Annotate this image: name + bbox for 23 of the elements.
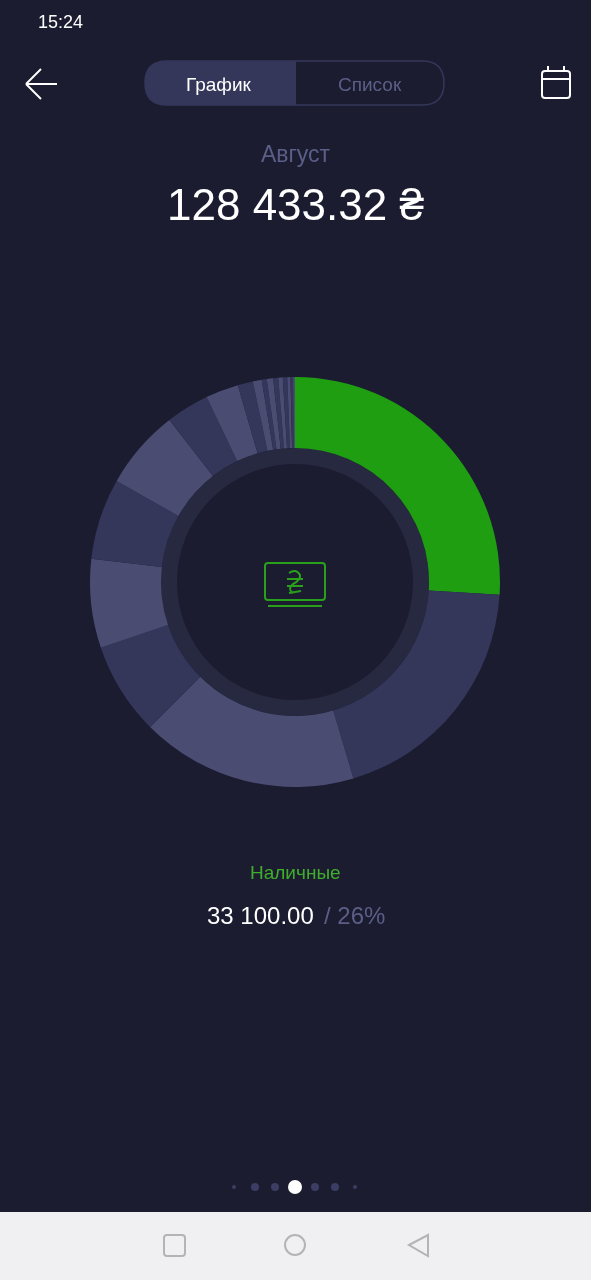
- donut-slice: [100, 625, 201, 727]
- donut-slice: [266, 378, 281, 450]
- text: / 26%: [324, 902, 386, 929]
- donut-slice: [278, 377, 288, 449]
- donut-slice: [333, 590, 500, 779]
- chart-title: Август: [260, 141, 331, 168]
- text: Наличные: [250, 862, 341, 883]
- text: 33 100.00: [207, 902, 314, 929]
- text: Список: [338, 74, 402, 95]
- donut-slice: [116, 420, 213, 516]
- donut-slice: [295, 377, 500, 595]
- chart-subtitle: 128 433.32 ₴: [167, 180, 425, 229]
- text: 15:24: [38, 12, 84, 32]
- donut-slice: [237, 381, 268, 454]
- donut-slice: [90, 558, 169, 648]
- donut-slice: [252, 379, 274, 451]
- donut-slice: [91, 480, 179, 567]
- donut-slice: [150, 676, 354, 787]
- donut-slice: [287, 377, 293, 449]
- donut-slice: [169, 397, 238, 477]
- text: График: [186, 74, 252, 95]
- donut-slice: [282, 377, 290, 449]
- donut-slice: [206, 385, 258, 462]
